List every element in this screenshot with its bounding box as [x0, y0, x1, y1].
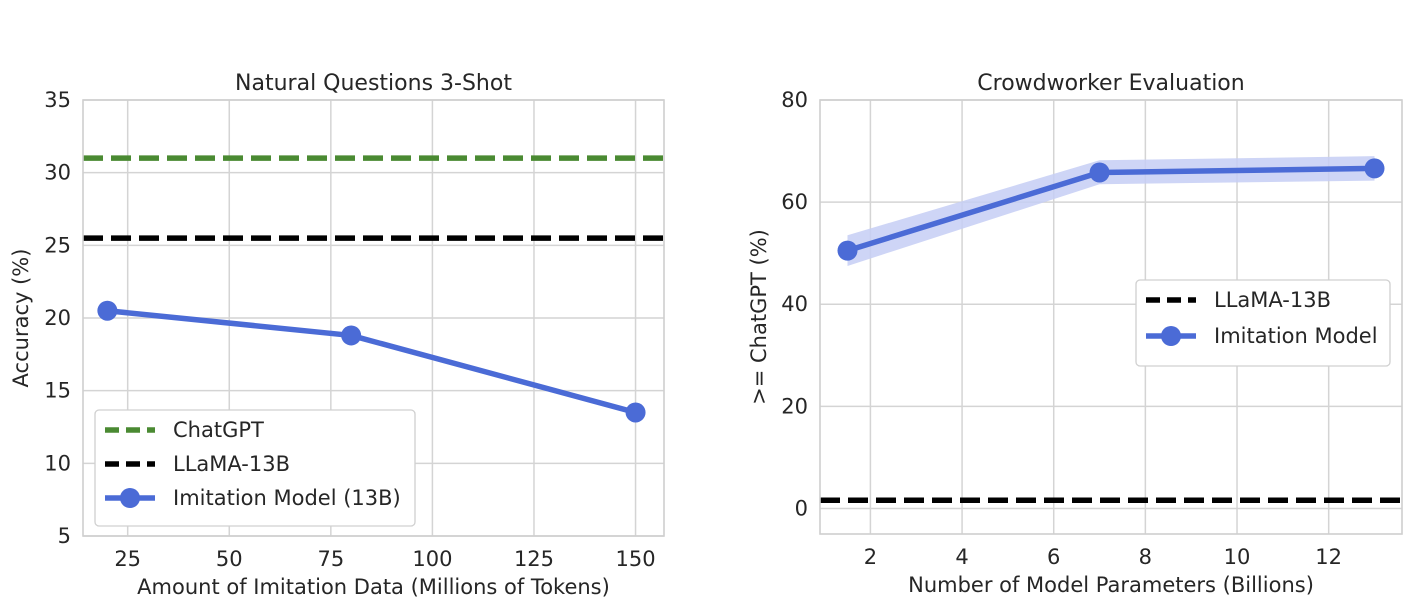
right-data-point — [1364, 158, 1385, 179]
right-y-axis-label: >= ChatGPT (%) — [747, 229, 771, 405]
left-y-tick-label: 20 — [44, 306, 71, 330]
left-legend: ChatGPT LLaMA-13B Imitation Model (13B) — [94, 409, 416, 527]
left-data-point — [97, 300, 118, 321]
right-legend-label: Imitation Model — [1214, 324, 1378, 348]
left-y-tick-label: 10 — [44, 451, 71, 475]
left-series — [83, 155, 664, 423]
left-x-tick-label: 50 — [216, 547, 243, 571]
left-y-tick-label: 30 — [44, 161, 71, 185]
right-x-tick-label: 8 — [1139, 545, 1152, 569]
left-legend-box — [94, 409, 416, 527]
right-y-tick-label: 60 — [781, 190, 808, 214]
left-y-tick-label: 35 — [44, 88, 71, 112]
right-legend: LLaMA-13B Imitation Model — [1135, 279, 1391, 367]
left-x-axis-label: Amount of Imitation Data (Millions of To… — [137, 575, 610, 599]
right-x-axis-label: Number of Model Parameters (Billions) — [908, 573, 1314, 597]
right-x-tick-label: 2 — [864, 545, 877, 569]
right-x-tick-label: 4 — [955, 545, 968, 569]
right-data-point — [1089, 162, 1110, 183]
left-data-point — [625, 402, 646, 423]
right-x-tick-label: 6 — [1047, 545, 1060, 569]
left-data-point — [341, 325, 362, 346]
left-y-tick-label: 25 — [44, 233, 71, 257]
left-legend-label: ChatGPT — [173, 418, 264, 442]
right-data-point — [837, 240, 858, 261]
chart-crowdworker-evaluation: 2 4 6 8 10 12 0 20 40 60 80 Crowdworker Evaluation… — [747, 71, 1403, 597]
left-x-tick-label: 150 — [616, 547, 656, 571]
chart-natural-questions: 25 50 75 100 125 150 5 10 15 20 25 30 35 Natural Que… — [9, 71, 665, 599]
right-legend-box — [1135, 279, 1391, 367]
left-chart-title: Natural Questions 3-Shot — [235, 71, 512, 96]
left-ticks: 25 50 75 100 125 150 5 10 15 20 25 30 35 — [44, 88, 655, 571]
right-y-tick-label: 0 — [795, 496, 808, 520]
right-legend-marker — [1161, 326, 1181, 346]
right-y-tick-label: 20 — [781, 394, 808, 418]
left-legend-marker — [120, 488, 140, 508]
left-y-tick-label: 5 — [58, 524, 71, 548]
right-series — [820, 156, 1402, 504]
right-chart-title: Crowdworker Evaluation — [977, 71, 1244, 96]
left-y-tick-label: 15 — [44, 379, 71, 403]
left-legend-label: Imitation Model (13B) — [173, 486, 401, 510]
left-y-axis-label: Accuracy (%) — [9, 249, 33, 388]
right-x-tick-label: 10 — [1224, 545, 1251, 569]
left-plot-frame — [82, 99, 665, 537]
left-imitation-line — [104, 307, 639, 416]
left-x-tick-label: 125 — [514, 547, 554, 571]
right-ticks: 2 4 6 8 10 12 0 20 40 60 80 — [781, 88, 1342, 569]
left-x-tick-label: 75 — [317, 547, 344, 571]
right-y-tick-label: 80 — [781, 88, 808, 112]
right-y-tick-label: 40 — [781, 292, 808, 316]
right-legend-label: LLaMA-13B — [1214, 288, 1331, 312]
right-plot-frame — [819, 99, 1403, 535]
left-x-tick-label: 100 — [412, 547, 452, 571]
left-legend-label: LLaMA-13B — [173, 452, 290, 476]
left-x-tick-label: 25 — [114, 547, 141, 571]
right-x-tick-label: 12 — [1315, 545, 1342, 569]
